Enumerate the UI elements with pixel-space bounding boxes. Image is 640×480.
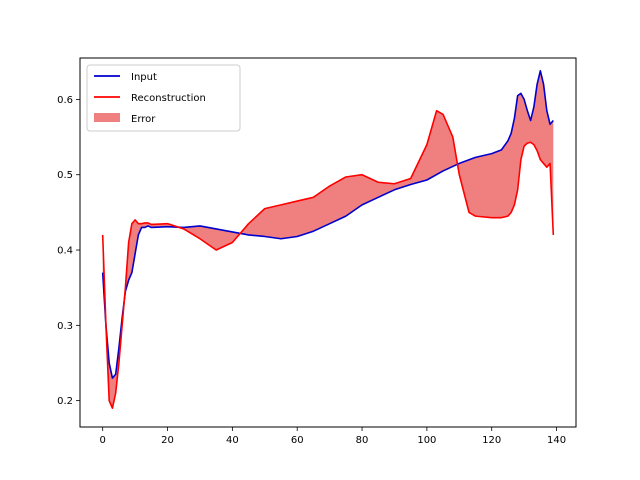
axes-layer: 0 20 40 60 80 100 120 140 0.2 0.3 0.4 0.5 0.6 [57,95,566,446]
x-tick-label: 20 [161,435,174,446]
legend-label-input: Input [131,72,157,83]
x-tick-label: 140 [547,435,566,446]
y-tick-label: 0.5 [57,170,73,181]
x-tick-label: 0 [100,435,106,446]
legend: Input Reconstruction Error [86,64,241,132]
legend-swatch-error [94,113,120,122]
reconstruction-line [101,109,555,409]
legend-label-reconstruction: Reconstruction [131,93,206,104]
y-tick-label: 0.2 [57,396,73,407]
plot-frame [79,57,577,428]
y-tick-label: 0.4 [57,246,73,257]
error-fill-layer [102,70,554,409]
x-tick-label: 40 [226,435,239,446]
x-tick-label: 60 [291,435,304,446]
y-tick-label: 0.6 [57,95,73,106]
x-tick-label: 100 [417,435,436,446]
error-fill [102,70,554,409]
input-line [101,70,554,379]
x-tick-label: 120 [482,435,501,446]
y-tick-label: 0.3 [57,321,73,332]
legend-box [86,64,241,132]
legend-label-error: Error [131,114,156,125]
series-lines-layer [101,70,555,409]
x-tick-label: 80 [356,435,369,446]
